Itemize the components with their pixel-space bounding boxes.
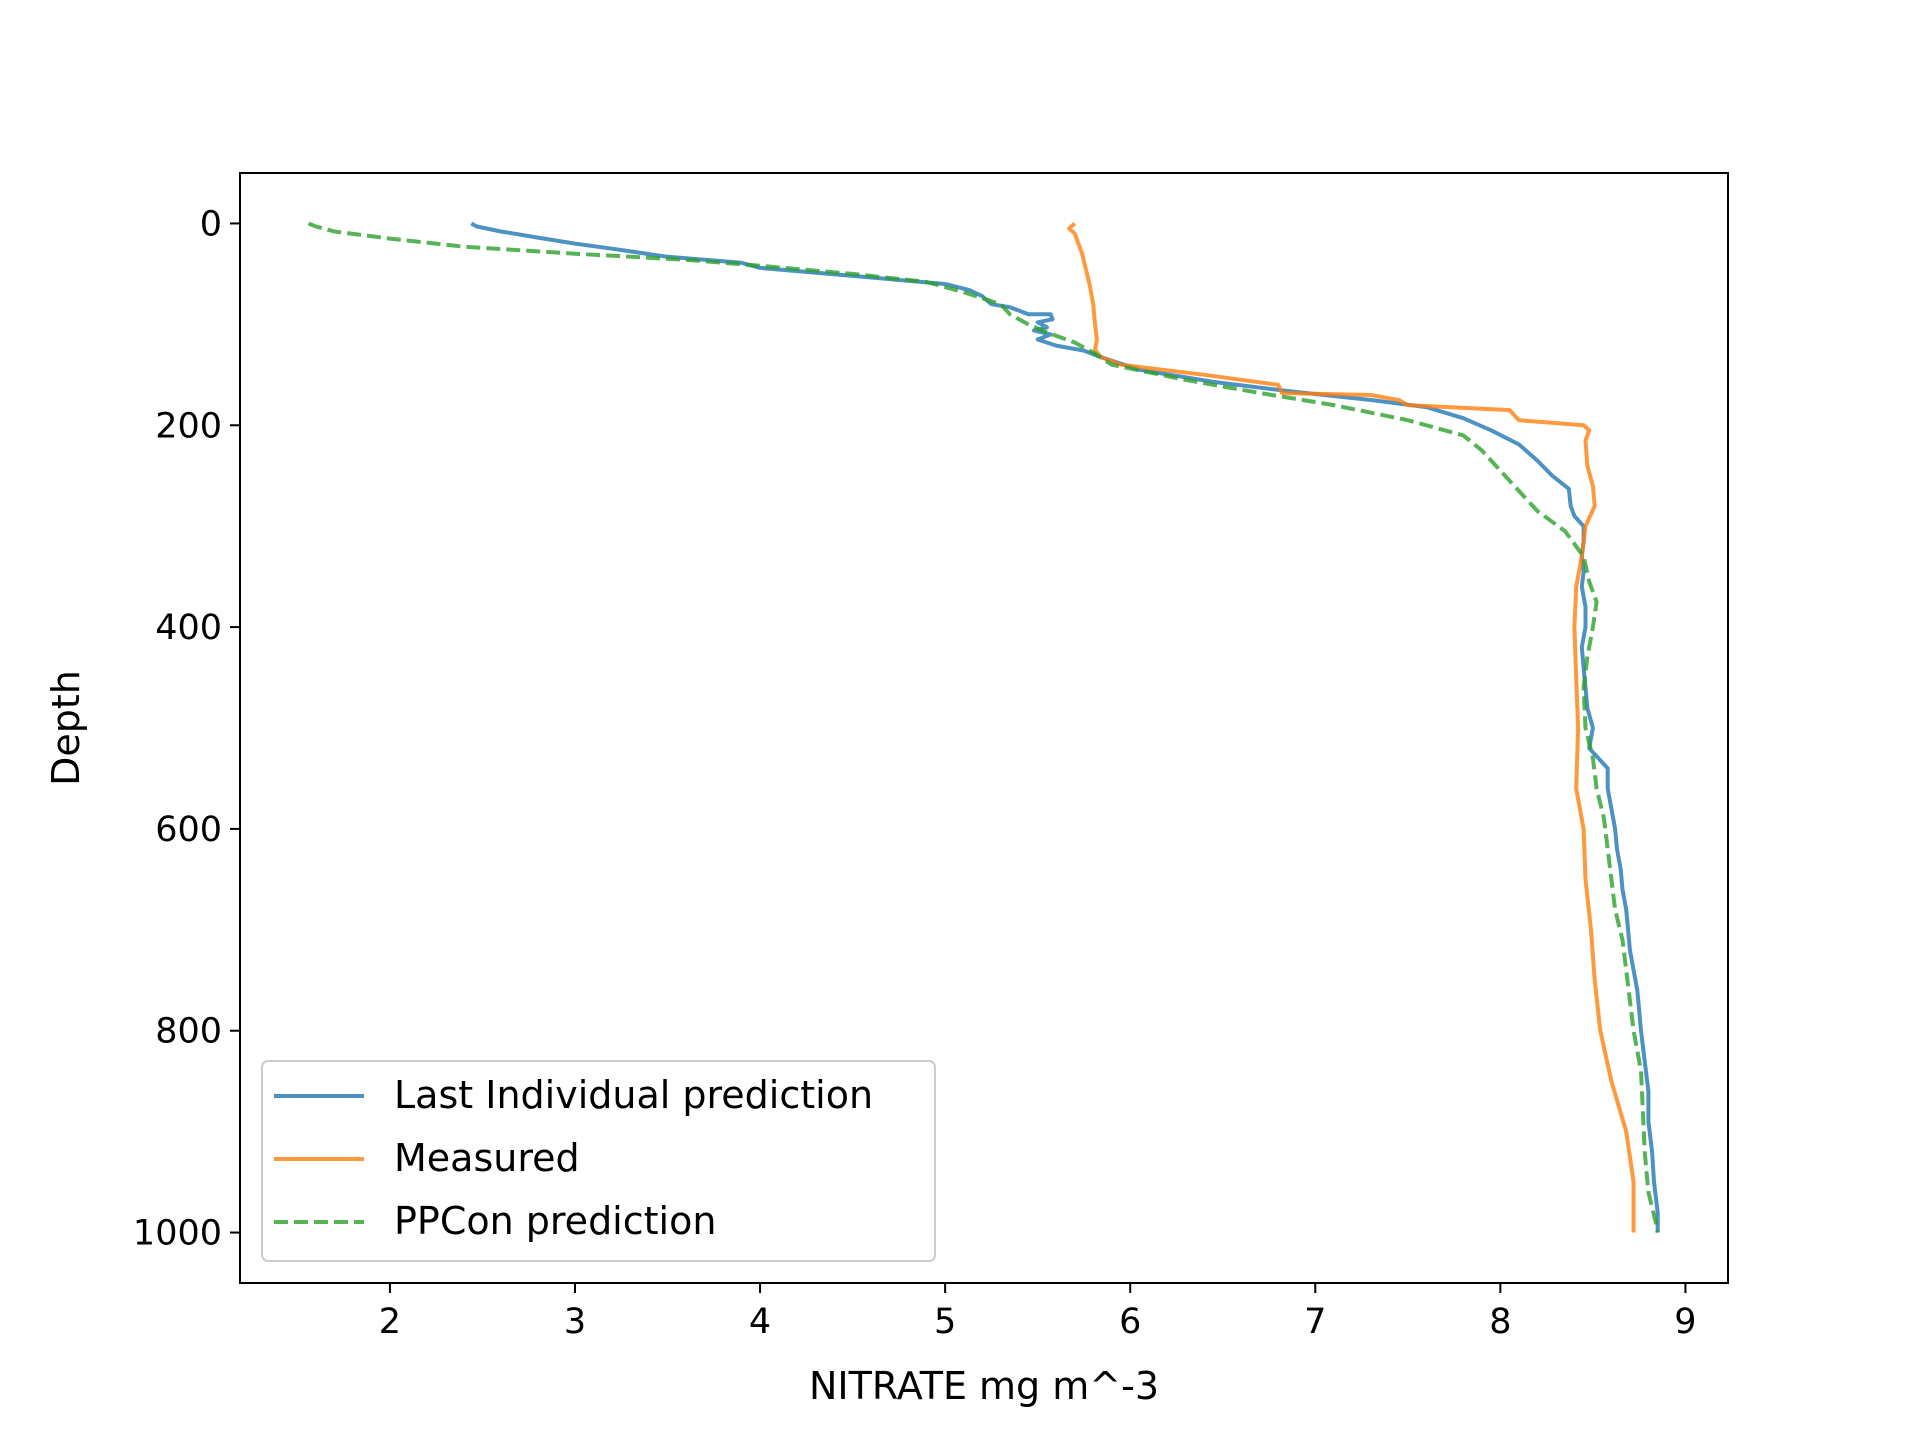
- x-tick-label: 7: [1304, 1302, 1326, 1342]
- y-tick-label: 200: [155, 406, 222, 446]
- x-tick-label: 3: [564, 1302, 586, 1342]
- x-tick-label: 4: [749, 1302, 771, 1342]
- legend-label-measured: Measured: [394, 1136, 580, 1180]
- series-measured: [1067, 222, 1636, 1233]
- series-layer: [307, 221, 1660, 1233]
- x-axis: 2 3 4 5 6 7 8 9: [379, 1283, 1697, 1342]
- plot-frame: [239, 172, 1729, 1284]
- x-tick-label: 9: [1674, 1302, 1696, 1342]
- legend-label-ppcon: PPCon prediction: [394, 1199, 716, 1243]
- legend-label-last-individual: Last Individual prediction: [394, 1073, 873, 1117]
- y-tick-label: 1000: [133, 1214, 222, 1254]
- x-axis-label: NITRATE mg m^-3: [809, 1364, 1159, 1408]
- x-tick-label: 5: [934, 1302, 956, 1342]
- y-tick-label: 800: [155, 1012, 222, 1052]
- series-last-individual-prediction: [470, 221, 1660, 1233]
- series-ppcon-prediction: [307, 221, 1660, 1233]
- y-axis-label: Depth: [44, 670, 88, 786]
- y-axis: 0 200 400 600 800 1000: [133, 204, 240, 1254]
- x-tick-label: 2: [379, 1302, 401, 1342]
- y-tick-label: 600: [155, 810, 222, 850]
- x-tick-label: 8: [1489, 1302, 1511, 1342]
- y-tick-label: 0: [200, 204, 222, 244]
- legend-box: [261, 1060, 936, 1262]
- x-tick-label: 6: [1119, 1302, 1141, 1342]
- legend: Last Individual prediction Measured PPCo…: [261, 1060, 936, 1262]
- y-tick-label: 400: [155, 608, 222, 648]
